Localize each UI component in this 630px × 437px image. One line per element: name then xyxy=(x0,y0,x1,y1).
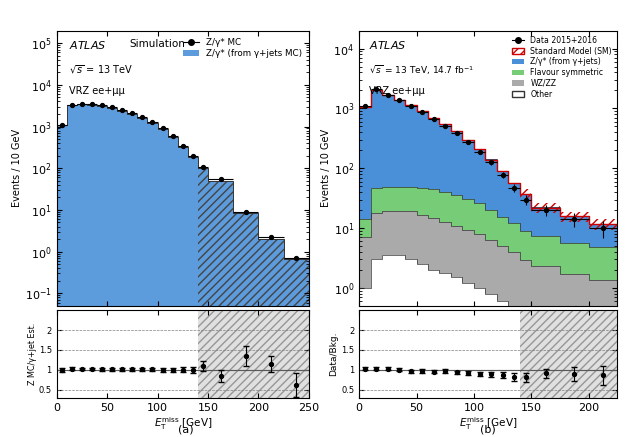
Legend: Z/γ* MC, Z/γ* (from γ+jets MC): Z/γ* MC, Z/γ* (from γ+jets MC) xyxy=(180,35,304,61)
X-axis label: $E_{\mathrm{T}}^{\mathrm{miss}}$ [GeV]: $E_{\mathrm{T}}^{\mathrm{miss}}$ [GeV] xyxy=(459,415,517,432)
Text: $\sqrt{s}$ = 13 TeV: $\sqrt{s}$ = 13 TeV xyxy=(69,64,134,76)
Text: Simulation: Simulation xyxy=(130,39,186,49)
Text: $\mathit{ATLAS}$: $\mathit{ATLAS}$ xyxy=(69,39,107,51)
Y-axis label: Events / 10 GeV: Events / 10 GeV xyxy=(12,129,22,207)
Text: VRZ ee+μμ: VRZ ee+μμ xyxy=(369,86,425,96)
Y-axis label: Events / 10 GeV: Events / 10 GeV xyxy=(321,129,331,207)
Legend: Data 2015+2016, Standard Model (SM), Z/γ* (from γ+jets), Flavour symmetric, WZ/Z: Data 2015+2016, Standard Model (SM), Z/γ… xyxy=(511,35,614,100)
Y-axis label: Data/Bkg.: Data/Bkg. xyxy=(329,332,338,376)
Text: (b): (b) xyxy=(480,425,496,435)
Text: (a): (a) xyxy=(178,425,193,435)
X-axis label: $E_{\mathrm{T}}^{\mathrm{miss}}$ [GeV]: $E_{\mathrm{T}}^{\mathrm{miss}}$ [GeV] xyxy=(154,415,212,432)
Text: $\mathit{ATLAS}$: $\mathit{ATLAS}$ xyxy=(369,39,407,51)
Y-axis label: Z MC/γ+jet Est.: Z MC/γ+jet Est. xyxy=(28,323,37,385)
Text: VRZ ee+μμ: VRZ ee+μμ xyxy=(69,86,125,96)
Text: $\sqrt{s}$ = 13 TeV, 14.7 fb$^{-1}$: $\sqrt{s}$ = 13 TeV, 14.7 fb$^{-1}$ xyxy=(369,64,474,77)
